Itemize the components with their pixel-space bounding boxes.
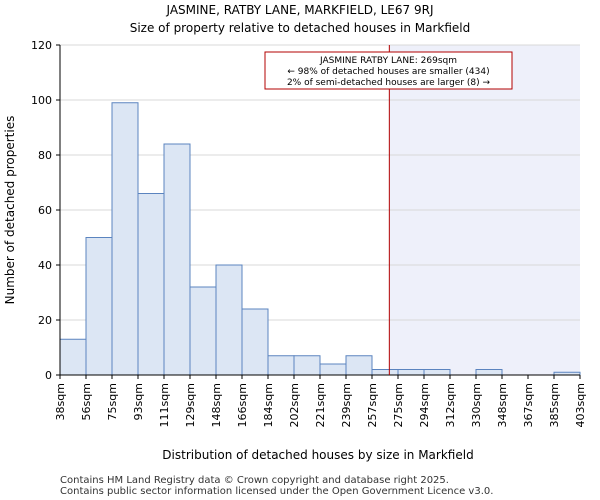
x-tick-label: 403sqm <box>574 383 587 427</box>
x-ticks: 38sqm 56sqm 75sqm 93sqm 111sqm 129sqm 148sqm 16… <box>54 375 587 427</box>
x-tick-label: 202sqm <box>288 383 301 427</box>
x-tick-label: 239sqm <box>340 383 353 427</box>
x-tick-label: 56sqm <box>80 383 93 420</box>
annotation-line-1: JASMINE RATBY LANE: 269sqm <box>319 56 457 66</box>
bar <box>267 355 295 376</box>
x-tick-label: 148sqm <box>210 383 223 427</box>
x-axis-label: Distribution of detached houses by size … <box>162 448 473 462</box>
x-tick-label: 38sqm <box>54 383 67 420</box>
x-tick-label: 367sqm <box>522 383 535 427</box>
x-tick-label: 111sqm <box>158 383 171 427</box>
chart-subtitle: Size of property relative to detached ho… <box>130 21 471 35</box>
bar <box>423 369 451 376</box>
x-tick-label: 257sqm <box>366 383 379 427</box>
x-tick-label: 75sqm <box>106 383 119 420</box>
y-ticks: 0 20 40 60 80 100 120 <box>31 39 60 382</box>
y-tick-label: 40 <box>38 259 52 272</box>
x-tick-label: 129sqm <box>184 383 197 427</box>
y-tick-label: 80 <box>38 149 52 162</box>
annotation-line-3: 2% of semi-detached houses are larger (8… <box>287 78 491 88</box>
bar <box>215 264 243 376</box>
x-tick-label: 275sqm <box>392 383 405 427</box>
bar <box>59 338 87 376</box>
bar <box>319 363 347 376</box>
x-tick-label: 221sqm <box>314 383 327 427</box>
bars <box>59 102 581 376</box>
annotation-line-2: ← 98% of detached houses are smaller (43… <box>287 67 489 77</box>
y-axis-label: Number of detached properties <box>3 116 17 305</box>
footer-line-1: Contains HM Land Registry data © Crown c… <box>60 475 449 486</box>
x-tick-label: 184sqm <box>262 383 275 427</box>
x-tick-label: 348sqm <box>496 383 509 427</box>
x-tick-label: 330sqm <box>470 383 483 427</box>
bar <box>397 369 425 376</box>
bar <box>85 237 113 376</box>
x-tick-label: 312sqm <box>444 383 457 427</box>
annotation-box <box>264 51 513 90</box>
y-tick-label: 100 <box>31 94 52 107</box>
bar <box>345 355 373 376</box>
bar <box>293 355 321 376</box>
bar <box>111 102 139 376</box>
x-tick-label: 294sqm <box>418 383 431 427</box>
footer-line-2: Contains public sector information licen… <box>60 486 493 497</box>
bar <box>371 369 399 376</box>
bar <box>189 286 217 376</box>
y-tick-label: 0 <box>45 369 52 382</box>
bar <box>163 143 191 376</box>
y-tick-label: 20 <box>38 314 52 327</box>
bar <box>137 193 165 376</box>
x-tick-label: 166sqm <box>236 383 249 427</box>
x-tick-label: 385sqm <box>548 383 561 427</box>
bar <box>241 308 269 376</box>
y-tick-label: 120 <box>31 39 52 52</box>
bar <box>475 369 503 376</box>
chart-title: JASMINE, RATBY LANE, MARKFIELD, LE67 9RJ <box>166 3 434 17</box>
y-tick-label: 60 <box>38 204 52 217</box>
x-tick-label: 93sqm <box>132 383 145 420</box>
